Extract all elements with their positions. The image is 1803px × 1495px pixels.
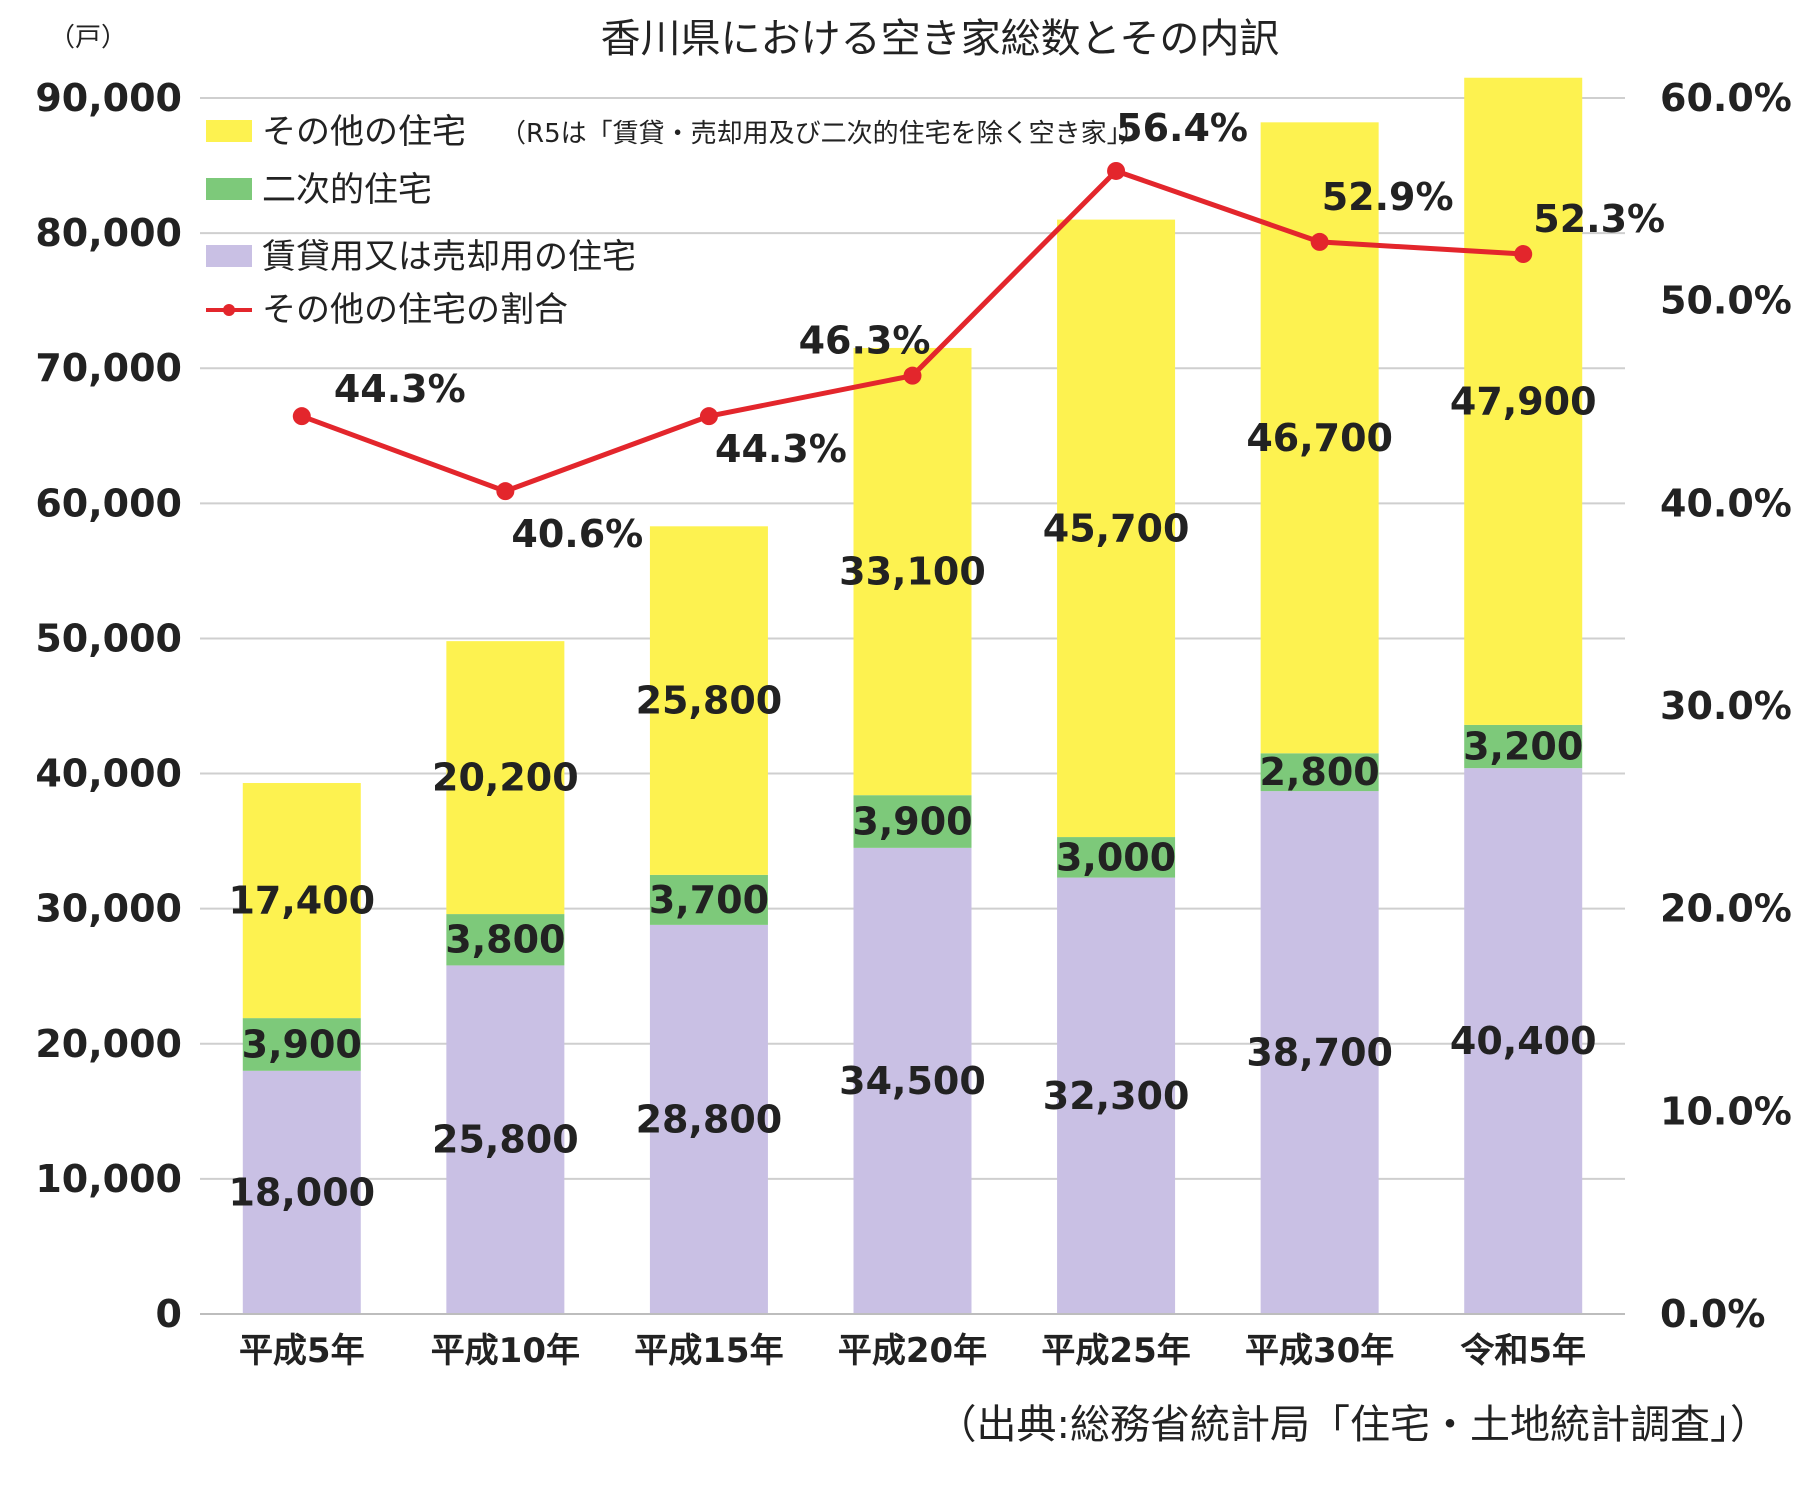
legend: その他の住宅 （R5は「賃貸・売却用及び二次的住宅を除く空き家」） 二次的住宅 … [206, 112, 1146, 330]
left-tick-label: 40,000 [35, 752, 182, 796]
bar-label-secondary: 3,700 [649, 878, 769, 922]
bar-label-other: 20,200 [432, 756, 579, 800]
left-tick-label: 80,000 [35, 211, 182, 255]
ratio-label: 44.3% [334, 367, 466, 411]
left-tick-label: 50,000 [35, 616, 182, 660]
left-axis: 0 10,000 20,000 30,000 40,000 50,000 60,000 70,… [35, 76, 182, 1336]
ratio-marker [1107, 161, 1126, 180]
category-label: 平成20年 [838, 1331, 987, 1371]
ratio-label: 52.3% [1533, 197, 1665, 241]
bar-segment-rental [1464, 768, 1583, 1314]
bar-label-secondary: 3,200 [1463, 725, 1583, 769]
legend-swatch-rental [206, 245, 252, 267]
bar-label-rental: 38,700 [1246, 1031, 1393, 1075]
left-tick-label: 20,000 [35, 1022, 182, 1066]
bar-segment-other [1464, 77, 1583, 725]
right-tick-label: 50.0% [1660, 279, 1792, 323]
bar-label-secondary: 3,900 [852, 800, 972, 844]
chart-title: 香川県における空き家総数とその内訳 [601, 16, 1280, 62]
right-tick-label: 30.0% [1660, 684, 1792, 728]
category-label: 平成25年 [1041, 1331, 1190, 1371]
bar-segment-rental [242, 1070, 361, 1314]
legend-swatch-secondary [206, 178, 252, 200]
bar-segment-other [853, 347, 972, 796]
legend-label-other: その他の住宅 [262, 112, 466, 152]
legend-note-other: （R5は「賃貸・売却用及び二次的住宅を除く空き家」） [500, 119, 1146, 149]
bar-label-rental: 34,500 [839, 1059, 986, 1103]
legend-marker-ratio [223, 304, 235, 316]
right-tick-label: 10.0% [1660, 1089, 1792, 1133]
bar-label-other: 25,800 [636, 679, 783, 723]
bar-label-other: 17,400 [228, 879, 375, 923]
bar-label-secondary: 3,900 [242, 1022, 362, 1066]
ratio-marker [903, 366, 922, 385]
bar-label-rental: 18,000 [228, 1170, 375, 1214]
bar-segment-rental [446, 965, 565, 1314]
left-tick-label: 10,000 [35, 1157, 182, 1201]
left-tick-label: 60,000 [35, 481, 182, 525]
bar-label-other: 45,700 [1043, 506, 1190, 550]
x-axis: 平成5年 平成10年 平成15年 平成20年 平成25年 平成30年 令和5年 [200, 1313, 1625, 1371]
legend-label-secondary: 二次的住宅 [262, 170, 432, 210]
right-tick-label: 0.0% [1660, 1292, 1765, 1336]
category-label: 平成30年 [1245, 1331, 1394, 1371]
right-tick-label: 40.0% [1660, 481, 1792, 525]
category-label: 平成10年 [431, 1331, 580, 1371]
left-tick-label: 90,000 [35, 76, 182, 120]
bar-label-secondary: 3,000 [1056, 835, 1176, 879]
category-label: 平成15年 [634, 1331, 783, 1371]
bar-label-rental: 25,800 [432, 1118, 579, 1162]
bar-label-rental: 40,400 [1450, 1019, 1597, 1063]
bar-segment-other [649, 526, 768, 875]
ratio-label: 56.4% [1116, 106, 1248, 150]
left-tick-label: 0 [156, 1292, 182, 1336]
bar-label-rental: 28,800 [636, 1097, 783, 1141]
right-tick-label: 60.0% [1660, 76, 1792, 120]
bar-segment-secondary [853, 795, 972, 848]
left-axis-unit: （戸） [49, 23, 127, 53]
bar-segment-rental [1260, 791, 1379, 1314]
ratio-marker [1514, 245, 1533, 264]
bar-segment-other [242, 783, 361, 1019]
bar-segment-rental [853, 847, 972, 1314]
source-note: （出典:総務省統計局「住宅・土地統計調査」） [937, 1402, 1770, 1448]
bar-segment-other [1057, 219, 1176, 838]
legend-swatch-other [206, 120, 252, 142]
bar-segment-secondary [1464, 724, 1583, 769]
bar-label-other: 47,900 [1450, 379, 1597, 423]
category-label: 令和5年 [1460, 1331, 1586, 1371]
bar-segment-secondary [242, 1018, 361, 1071]
ratio-label: 52.9% [1322, 175, 1454, 219]
bar-label-other: 46,700 [1246, 416, 1393, 460]
right-tick-label: 20.0% [1660, 887, 1792, 931]
bar-segment-other [446, 641, 565, 915]
bar-segment-secondary [446, 914, 565, 966]
ratio-label: 40.6% [511, 512, 643, 556]
bar-label-other: 33,100 [839, 550, 986, 594]
bar-label-secondary: 3,800 [445, 918, 565, 962]
category-label: 平成5年 [239, 1331, 365, 1371]
bar-segment-secondary [649, 874, 768, 925]
bar-segment-secondary [1057, 837, 1176, 878]
bar-segment-rental [649, 924, 768, 1314]
legend-label-ratio: その他の住宅の割合 [262, 290, 568, 330]
ratio-label: 44.3% [715, 427, 847, 471]
bar-label-secondary: 2,800 [1260, 750, 1380, 794]
left-tick-label: 30,000 [35, 887, 182, 931]
legend-label-rental: 賃貸用又は売却用の住宅 [262, 237, 636, 277]
bars: 18,000 3,900 17,400 25,800 3,800 20,200 28,800… [228, 77, 1597, 1314]
ratio-marker [1310, 232, 1329, 251]
ratio-line: 44.3% 40.6% 44.3% 46.3% 56.4% 52.9% 52.3% [292, 106, 1665, 556]
ratio-marker [292, 407, 311, 426]
bar-label-rental: 32,300 [1043, 1074, 1190, 1118]
ratio-marker [699, 407, 718, 426]
bar-segment-secondary [1260, 753, 1379, 792]
ratio-marker [496, 482, 515, 501]
right-axis: 0.0% 10.0% 20.0% 30.0% 40.0% 50.0% 60.0% [1660, 76, 1792, 1336]
left-tick-label: 70,000 [35, 346, 182, 390]
bar-segment-rental [1057, 877, 1176, 1314]
ratio-label: 46.3% [799, 319, 931, 363]
